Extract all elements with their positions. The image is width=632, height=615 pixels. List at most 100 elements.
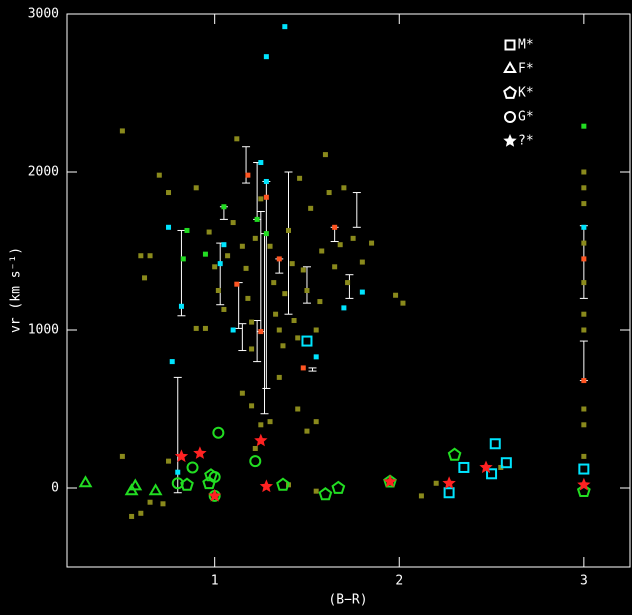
point	[166, 458, 172, 464]
point	[319, 248, 325, 254]
point	[215, 288, 221, 293]
point	[263, 194, 269, 200]
point	[249, 455, 262, 468]
point	[322, 152, 328, 158]
point	[178, 303, 184, 309]
point	[282, 24, 288, 30]
point	[249, 403, 255, 409]
point	[313, 354, 319, 360]
legend-label: K*	[518, 86, 534, 101]
point	[317, 299, 323, 305]
point	[249, 319, 255, 325]
y-axis-label: vr (km s⁻¹)	[9, 247, 24, 333]
point	[308, 205, 314, 211]
point	[258, 329, 264, 335]
point	[418, 493, 424, 499]
point	[129, 513, 135, 519]
point	[297, 175, 303, 181]
point	[212, 264, 218, 270]
point	[443, 487, 455, 499]
plot-frame	[66, 13, 631, 568]
point	[581, 311, 587, 317]
point	[301, 335, 313, 347]
legend-symbol	[504, 111, 516, 123]
y-tick-label: 2000	[28, 165, 59, 180]
point	[280, 343, 286, 349]
point	[254, 216, 260, 222]
legend-label: M*	[518, 38, 534, 53]
point	[271, 280, 277, 286]
point	[581, 123, 587, 129]
point	[318, 487, 333, 501]
point	[252, 235, 258, 241]
point	[212, 426, 225, 439]
point	[581, 169, 587, 175]
point	[230, 327, 236, 333]
point	[193, 325, 199, 331]
point	[180, 256, 186, 262]
point	[581, 256, 587, 262]
point	[341, 185, 347, 191]
point	[300, 365, 306, 371]
legend-label: G*	[518, 110, 534, 125]
point	[400, 300, 406, 306]
legend-label: ?*	[518, 134, 534, 149]
point	[254, 433, 268, 447]
point	[169, 359, 175, 365]
point	[208, 470, 221, 483]
x-tick-label: 3	[580, 574, 588, 589]
point	[138, 510, 144, 516]
point	[331, 480, 346, 494]
legend-symbol	[503, 85, 517, 99]
point	[313, 327, 319, 333]
point	[175, 469, 181, 475]
point	[147, 253, 153, 259]
point	[160, 501, 166, 507]
point	[148, 483, 163, 496]
point	[78, 475, 93, 488]
point	[581, 378, 587, 384]
point	[239, 390, 245, 396]
point	[300, 267, 306, 273]
point	[208, 488, 222, 502]
point	[258, 196, 264, 202]
point	[500, 457, 512, 469]
x-tick-label: 2	[395, 574, 403, 589]
point	[258, 422, 264, 428]
point	[489, 438, 501, 450]
y-tick-label: 1000	[28, 323, 59, 338]
point	[345, 280, 351, 286]
point	[577, 477, 591, 491]
point	[359, 259, 365, 265]
point	[576, 483, 591, 497]
point	[383, 474, 397, 488]
point	[369, 240, 375, 246]
point	[581, 201, 587, 207]
point	[186, 461, 199, 474]
point	[245, 295, 251, 301]
point	[142, 275, 148, 281]
point	[393, 292, 399, 298]
point	[433, 480, 439, 486]
point	[119, 128, 125, 134]
point	[206, 229, 212, 235]
point	[295, 335, 301, 341]
point	[578, 463, 590, 475]
legend-symbol	[504, 39, 516, 51]
point	[166, 224, 172, 230]
x-tick-label: 1	[211, 574, 219, 589]
point	[258, 160, 264, 166]
point	[332, 264, 338, 270]
point	[286, 227, 292, 233]
point	[263, 54, 269, 60]
point	[239, 243, 245, 249]
point	[581, 185, 587, 191]
point	[249, 346, 255, 352]
point	[193, 185, 199, 191]
point	[326, 190, 332, 196]
point	[252, 446, 258, 451]
y-tick-label: 3000	[28, 7, 59, 22]
point	[486, 468, 498, 480]
point	[359, 289, 365, 295]
point	[273, 311, 279, 317]
